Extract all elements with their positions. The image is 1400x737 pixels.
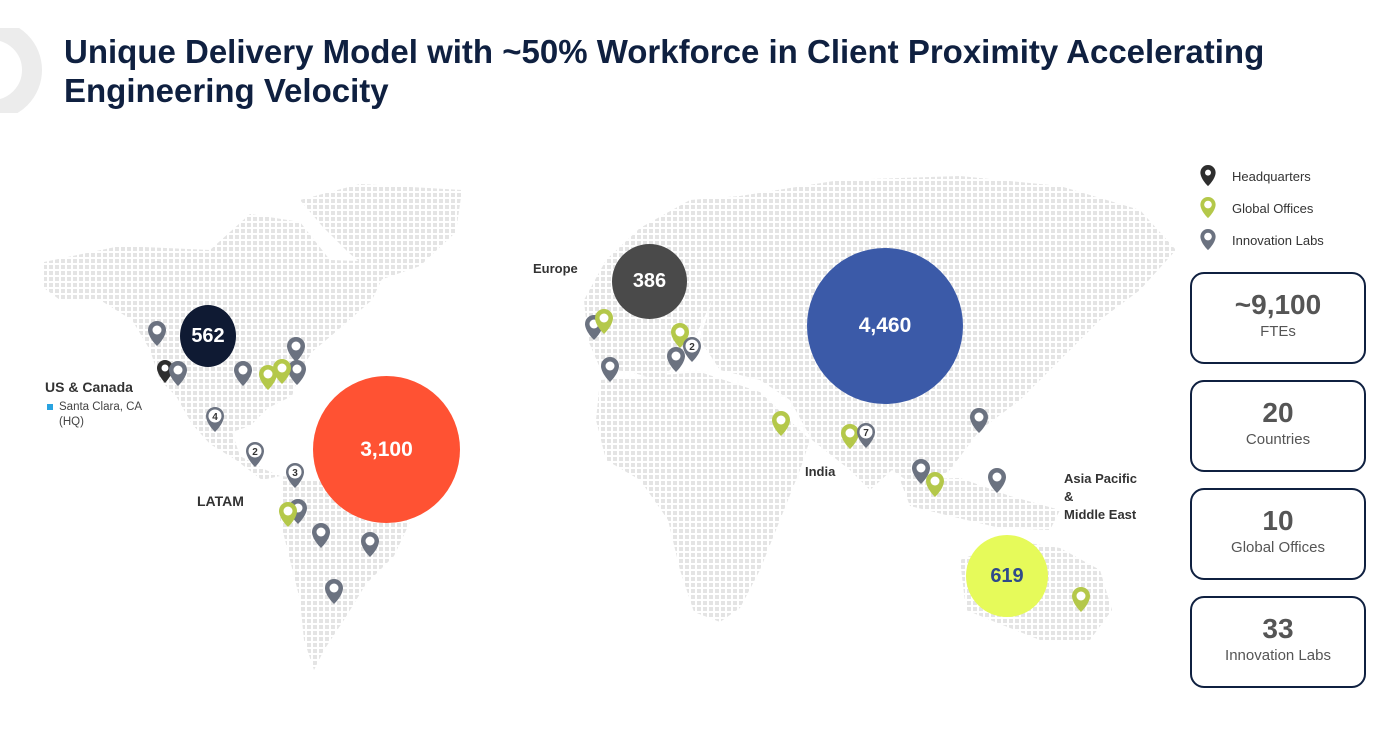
pin-count: 7 <box>863 428 869 439</box>
latam-bubble: 3,100 <box>313 376 460 523</box>
lab-pin-eastern-europe: 2 <box>683 337 701 362</box>
innovation-lab-pin <box>970 408 988 433</box>
stat-value: 20 <box>1262 397 1294 428</box>
apac-label-line2: & <box>1064 489 1074 504</box>
legend-headquarters: Headquarters <box>1198 160 1324 192</box>
innovation-lab-pin <box>361 532 379 557</box>
innovation-lab-pin <box>287 337 305 362</box>
pin-count: 4 <box>212 412 218 423</box>
hq-location: Santa Clara, CA <box>59 401 143 413</box>
landmass-africa <box>596 372 810 622</box>
pin-count: 2 <box>252 447 258 458</box>
region-label-us-canada: US & Canada <box>45 379 133 395</box>
europe-bubble: 386 <box>612 244 687 319</box>
legend-global-offices-label: Global Offices <box>1232 200 1314 216</box>
innovation-lab-pin <box>234 361 252 386</box>
hq-marker <box>47 403 53 410</box>
hq-tag: (HQ) <box>59 416 84 428</box>
pin-count: 3 <box>292 468 298 479</box>
innovation-lab-pin <box>912 459 930 484</box>
region-label-apac: Asia Pacific & Middle East <box>1064 470 1137 524</box>
region-label-india: India <box>805 464 836 479</box>
global-office-pin <box>926 472 944 497</box>
innovation-lab-pin <box>988 468 1006 493</box>
stat-card-innovation-labs: 33 Innovation Labs <box>1190 596 1366 688</box>
global-office-pin <box>259 365 277 390</box>
global-office-pin-icon <box>1200 197 1216 219</box>
legend-innovation-labs: Innovation Labs <box>1198 224 1324 256</box>
india-bubble: 4,460 <box>807 248 963 404</box>
apac-label-line1: Asia Pacific <box>1064 471 1137 486</box>
lab-pin-mexico: 4 <box>206 407 224 432</box>
innovation-lab-pin <box>325 579 343 604</box>
lab-pin-india: 7 <box>857 423 875 448</box>
legend-headquarters-label: Headquarters <box>1232 168 1311 184</box>
stat-label: FTEs <box>1260 323 1296 340</box>
stat-card-global-offices: 10 Global Offices <box>1190 488 1366 580</box>
map-legend: Headquarters Global Offices Innovation L… <box>1198 160 1324 256</box>
apac-bubble: 619 <box>966 535 1048 617</box>
us-canada-fte: 562 <box>191 324 225 347</box>
innovation-lab-pin <box>169 361 187 386</box>
innovation-lab-pin <box>148 321 166 346</box>
region-label-europe: Europe <box>533 261 578 276</box>
stat-value: ~9,100 <box>1234 289 1322 320</box>
innovation-lab-pin-icon <box>1200 229 1216 251</box>
innovation-lab-pin <box>312 523 330 548</box>
stat-label: Global Offices <box>1231 539 1325 556</box>
stat-card-ftes: ~9,100 FTEs <box>1190 272 1366 364</box>
legend-global-offices: Global Offices <box>1198 192 1324 224</box>
stat-value: 10 <box>1262 505 1294 536</box>
lab-pin-colombia: 3 <box>286 463 304 488</box>
global-office-pin <box>595 309 613 334</box>
region-label-latam: LATAM <box>197 493 244 509</box>
stat-value: 33 <box>1262 613 1294 644</box>
landmass-greenland <box>300 184 462 280</box>
hq-note: Santa Clara, CA (HQ) <box>47 400 142 430</box>
lab-pin-central-america: 2 <box>246 442 264 467</box>
apac-fte: 619 <box>990 564 1024 587</box>
pin-count: 2 <box>689 342 695 353</box>
stat-card-countries: 20 Countries <box>1190 380 1366 472</box>
decorative-ring <box>0 28 42 113</box>
global-office-pin <box>772 411 790 436</box>
page-title: Unique Delivery Model with ~50% Workforc… <box>64 33 1265 109</box>
apac-label-line3: Middle East <box>1064 507 1137 522</box>
global-office-pin <box>279 502 297 527</box>
us-canada-bubble: 562 <box>180 305 236 367</box>
innovation-lab-pin <box>288 360 306 385</box>
global-office-pin <box>841 424 859 449</box>
latam-fte: 3,100 <box>360 437 413 461</box>
europe-fte: 386 <box>632 270 667 292</box>
global-office-pin <box>273 359 291 384</box>
legend-innovation-labs-label: Innovation Labs <box>1232 232 1324 248</box>
india-fte: 4,460 <box>858 314 912 337</box>
landmass-southeast-asia <box>900 478 1060 530</box>
stat-label: Innovation Labs <box>1225 647 1331 664</box>
stat-label: Countries <box>1245 431 1311 448</box>
headquarters-pin <box>157 360 173 383</box>
innovation-lab-pin <box>667 347 685 372</box>
innovation-lab-pin <box>601 357 619 382</box>
headquarters-pin-icon <box>1200 165 1216 187</box>
global-office-pin <box>1072 587 1090 612</box>
landmass-south-america <box>280 476 410 670</box>
